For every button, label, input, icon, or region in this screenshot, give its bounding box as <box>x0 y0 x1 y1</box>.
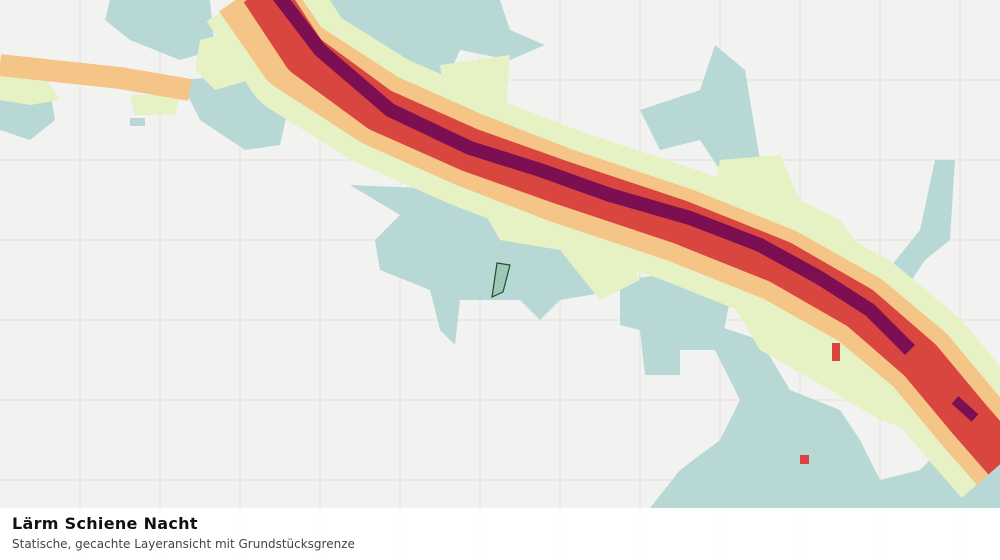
layer-subtitle: Statische, gecachte Layeransicht mit Gru… <box>12 537 355 551</box>
noise-zone-high <box>800 343 840 464</box>
layer-title: Lärm Schiene Nacht <box>12 514 198 533</box>
parcel-boundary[interactable] <box>491 262 511 299</box>
noise-bands <box>0 0 1000 498</box>
info-panel: Lärm Schiene Nacht Statische, gecachte L… <box>0 508 1000 560</box>
